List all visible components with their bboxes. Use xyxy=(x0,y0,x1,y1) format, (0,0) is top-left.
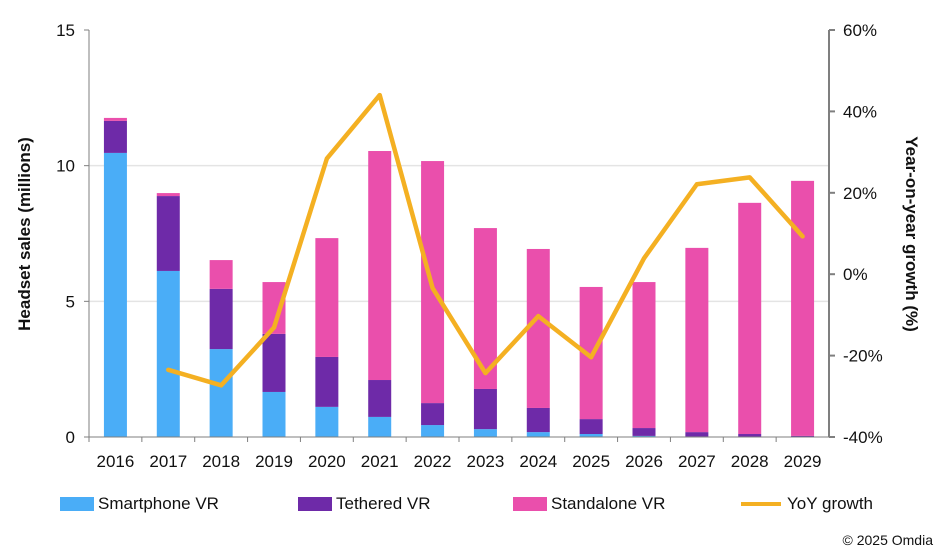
x-tick-label: 2022 xyxy=(414,452,452,471)
x-tick-label: 2021 xyxy=(361,452,399,471)
bar-tethered-vr xyxy=(791,435,815,437)
y-tick-label: 0 xyxy=(66,428,75,447)
yoy-growth-line xyxy=(166,92,805,388)
bar-tethered-vr xyxy=(632,428,656,436)
bar-tethered-vr xyxy=(156,196,180,271)
bar-standalone-vr xyxy=(209,260,233,289)
y-tick-label: 5 xyxy=(66,292,75,311)
bar-smartphone-vr xyxy=(262,391,286,437)
legend-label: Smartphone VR xyxy=(98,494,219,513)
bar-smartphone-vr xyxy=(473,429,497,437)
bar-tethered-vr xyxy=(421,403,445,426)
y-tick-label: 15 xyxy=(56,21,75,40)
y2-tick-label: -40% xyxy=(843,428,883,447)
credit: © 2025 Omdia xyxy=(842,532,933,548)
bar-standalone-vr xyxy=(473,228,497,389)
bar-standalone-vr xyxy=(791,180,815,436)
y2-tick-label: 0% xyxy=(843,265,868,284)
legend-swatch xyxy=(741,502,781,506)
bar-smartphone-vr xyxy=(526,432,550,437)
y2-tick-label: -20% xyxy=(843,347,883,366)
bar-tethered-vr xyxy=(685,432,709,437)
legend-label: Tethered VR xyxy=(336,494,431,513)
bar-smartphone-vr xyxy=(421,425,445,437)
x-tick-label: 2023 xyxy=(467,452,505,471)
x-tick-label: 2016 xyxy=(97,452,135,471)
y-tick-label: 10 xyxy=(56,157,75,176)
x-tick-label: 2024 xyxy=(519,452,557,471)
legend-standalone: Standalone VR xyxy=(513,494,741,514)
bar-standalone-vr xyxy=(156,193,180,197)
bar-tethered-vr xyxy=(262,333,286,392)
bar-smartphone-vr xyxy=(315,406,339,437)
bar-smartphone-vr xyxy=(209,349,233,437)
bar-standalone-vr xyxy=(315,238,339,357)
chart-svg: 0 5 10 15 -40% -20% 0% 20% 40% 60% 2016 2017 2018 201… xyxy=(15,21,921,471)
x-tick-label: 2018 xyxy=(202,452,240,471)
bar-smartphone-vr xyxy=(579,434,603,437)
x-tick-label: 2025 xyxy=(572,452,610,471)
bar-smartphone-vr xyxy=(156,270,180,437)
legend-yoy: YoY growth xyxy=(741,494,873,514)
legend-label: YoY growth xyxy=(787,494,874,513)
y-axis-label: Headset sales (millions) xyxy=(15,137,34,331)
y2-tick-label: 20% xyxy=(843,184,877,203)
bar-standalone-vr xyxy=(685,247,709,433)
bar-standalone-vr xyxy=(738,202,762,435)
bar-tethered-vr xyxy=(579,419,603,435)
x-tick-label: 2019 xyxy=(255,452,293,471)
bar-standalone-vr xyxy=(368,151,392,381)
bar-tethered-vr xyxy=(209,288,233,350)
bar-smartphone-vr xyxy=(368,416,392,437)
bar-tethered-vr xyxy=(526,407,550,433)
legend-swatch xyxy=(60,497,94,511)
bar-standalone-vr xyxy=(632,282,656,429)
bar-tethered-vr xyxy=(473,388,497,430)
legend-swatch xyxy=(298,497,332,511)
bar-tethered-vr xyxy=(315,356,339,407)
legend: Smartphone VR Tethered VR Standalone VR … xyxy=(60,494,873,514)
x-tick-label: 2020 xyxy=(308,452,346,471)
bar-standalone-vr xyxy=(262,282,286,334)
x-tick-label: 2029 xyxy=(784,452,822,471)
bar-tethered-vr xyxy=(103,120,127,153)
y2-tick-label: 40% xyxy=(843,102,877,121)
legend-label: Standalone VR xyxy=(551,494,666,513)
legend-tethered: Tethered VR xyxy=(298,494,513,514)
x-tick-label: 2017 xyxy=(149,452,187,471)
legend-smartphone: Smartphone VR xyxy=(60,494,298,514)
x-tick-label: 2027 xyxy=(678,452,716,471)
y2-tick-label: 60% xyxy=(843,21,877,40)
x-tick-label: 2026 xyxy=(625,452,663,471)
bar-smartphone-vr xyxy=(103,152,127,437)
bar-smartphone-vr xyxy=(632,435,656,437)
y2-axis-label: Year-on-year growth (%) xyxy=(902,136,921,332)
bar-tethered-vr xyxy=(368,380,392,417)
bar-standalone-vr xyxy=(103,117,127,121)
x-tick-label: 2028 xyxy=(731,452,769,471)
legend-swatch xyxy=(513,497,547,511)
bar-standalone-vr xyxy=(526,248,550,408)
bar-tethered-vr xyxy=(738,434,762,437)
